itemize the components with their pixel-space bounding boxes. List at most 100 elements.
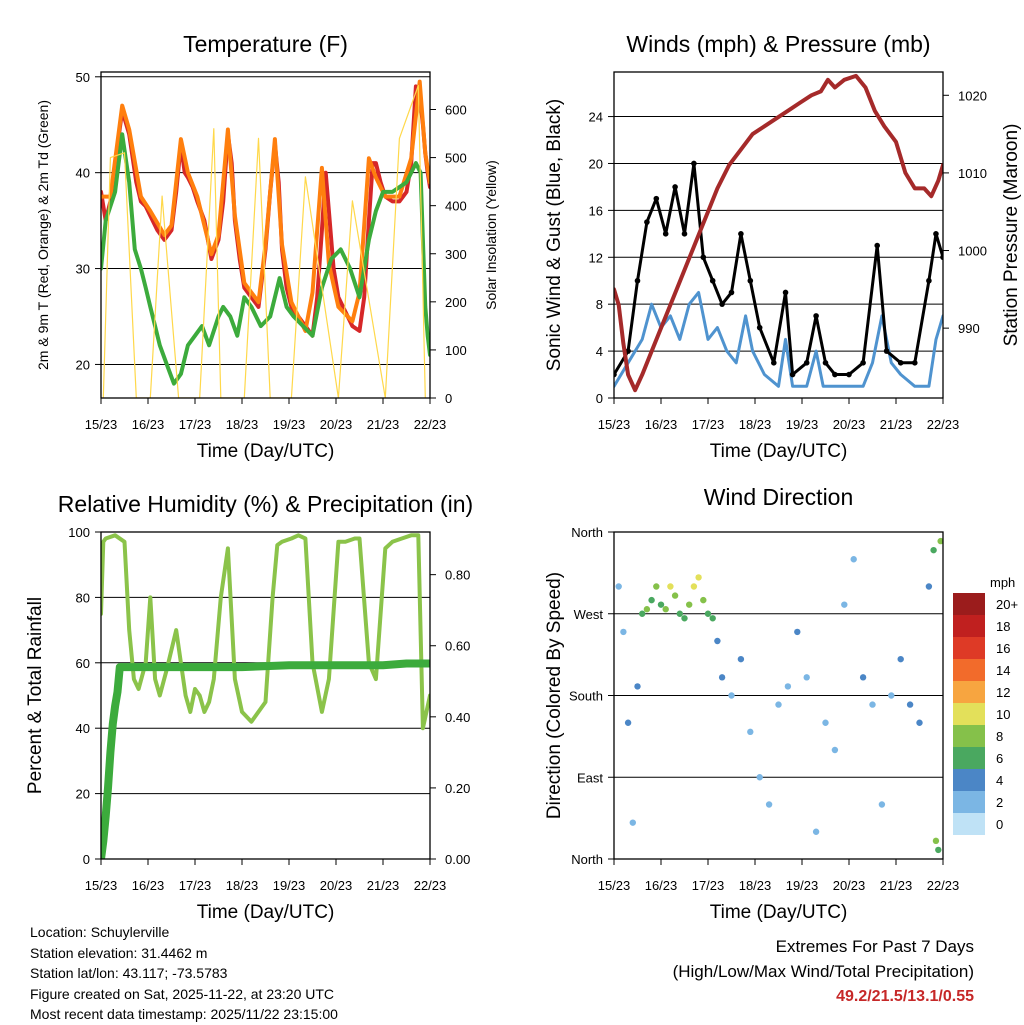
relative-humidity-line: [101, 533, 430, 731]
extremes-subtitle: (High/Low/Max Wind/Total Precipitation): [672, 962, 974, 981]
gust-point: [691, 160, 697, 167]
direction-point: [937, 537, 943, 545]
chart-panel-1: Temperature (F) 15/23 16/23 17/23 18/23 19/23…: [35, 31, 499, 462]
direction-point: [784, 683, 792, 690]
direction-point: [747, 728, 754, 736]
direction-point: [643, 606, 651, 613]
gust-point: [672, 184, 678, 190]
colorbar-label: 2: [996, 795, 1003, 810]
x-tick-label: 17/23: [692, 417, 725, 432]
direction-point: [695, 574, 702, 581]
gust-point: [614, 371, 617, 378]
gust-point: [728, 289, 735, 296]
direction-point: [930, 546, 937, 554]
colorbar-swatch: [953, 813, 985, 835]
plot-frame: [100, 71, 431, 399]
chart-panel-3: Relative Humidity (%) & Precipitation (i…: [25, 491, 473, 922]
gust-point: [832, 371, 838, 378]
direction-point: [700, 596, 707, 604]
chart-title: Wind Direction: [704, 484, 854, 510]
y-tick-label: 20: [76, 357, 90, 372]
direction-point: [850, 556, 857, 563]
direction-point: [822, 719, 829, 726]
y-tick-label: 20: [589, 156, 603, 171]
x-tick-label: 15/23: [598, 878, 631, 893]
9m-t-line: [101, 79, 430, 333]
gust-point: [653, 195, 660, 202]
x-axis-label: Time (Day/UTC): [710, 441, 848, 462]
y2-tick-label: 0.60: [445, 639, 470, 654]
y2-tick-label: 0.40: [445, 710, 470, 725]
direction-point: [624, 719, 632, 726]
direction-point: [935, 846, 942, 854]
direction-point: [629, 819, 636, 826]
gust-point: [803, 360, 810, 366]
series-group: [615, 537, 943, 854]
x-tick-label: 19/23: [786, 417, 819, 432]
gust-point: [926, 277, 932, 284]
x-axis-label: Time (Day/UTC): [197, 441, 335, 462]
x-axis-label: Time (Day/UTC): [197, 902, 335, 922]
figure-created: Figure created on Sat, 2025-11-22, at 23…: [30, 985, 335, 1002]
y2-axis-label: Station Pressure (Maroon): [1001, 124, 1022, 347]
y2-tick-label: 600: [445, 103, 467, 118]
y-tick-label: 0: [596, 391, 603, 406]
y-tick-label: 16: [589, 203, 603, 218]
y-tick-label: South: [569, 689, 603, 704]
x-tick-label: 22/23: [414, 417, 447, 432]
x-tick-label: 21/23: [880, 417, 913, 432]
x-tick-label: 17/23: [179, 417, 212, 432]
y-tick-label: 24: [589, 110, 603, 125]
latest-timestamp: Most recent data timestamp: 2025/11/22 2…: [30, 1006, 338, 1022]
y-tick-label: 20: [76, 787, 90, 802]
direction-point: [634, 683, 641, 690]
direction-point: [714, 637, 721, 645]
direction-point: [888, 692, 895, 699]
station-latlon: Station lat/lon: 43.117; -73.5783: [30, 965, 228, 981]
direction-point: [639, 610, 646, 617]
y-tick-label: 30: [76, 262, 90, 277]
gust-point: [846, 371, 852, 378]
colorbar-unit: mph: [990, 575, 1015, 590]
gust-point: [756, 324, 763, 331]
gust-line: [614, 162, 943, 376]
y-tick-label: 12: [589, 250, 603, 265]
x-tick-label: 20/23: [320, 417, 353, 432]
chart-panel-2: Winds (mph) & Pressure (mb) 15/23 16/23 17/…: [544, 31, 1022, 462]
x-tick-label: 16/23: [132, 878, 165, 893]
y-axis-label: 2m & 9m T (Red, Orange) & 2m Td (Green): [35, 100, 51, 370]
gust-point: [738, 231, 744, 237]
gust-point: [747, 277, 754, 284]
extremes-values: 49.2/21.5/13.1/0.55: [836, 988, 974, 1005]
x-tick-label: 21/23: [880, 878, 913, 893]
gust-point: [662, 231, 669, 237]
chart-title: Winds (mph) & Pressure (mb): [626, 31, 930, 57]
direction-point: [841, 601, 848, 608]
gust-point: [634, 277, 641, 284]
x-tick-label: 18/23: [739, 878, 772, 893]
x-tick-label: 15/23: [85, 878, 118, 893]
direction-point: [615, 583, 622, 590]
gust-point: [813, 313, 819, 319]
y-tick-label: 80: [76, 590, 90, 605]
y2-tick-label: 1000: [958, 244, 987, 259]
colorbar-swatch: [953, 791, 985, 813]
colorbar-swatch: [953, 747, 985, 769]
direction-point: [775, 701, 782, 708]
colorbar-swatch: [953, 637, 985, 659]
y2-tick-label: 0.80: [445, 568, 470, 583]
station-elevation: Station elevation: 31.4462 m: [30, 944, 208, 961]
x-tick-label: 16/23: [645, 878, 678, 893]
direction-point: [704, 610, 712, 617]
direction-point: [709, 615, 716, 622]
y-tick-label: 4: [596, 344, 603, 359]
y-tick-label: 0: [83, 852, 90, 867]
x-tick-label: 21/23: [367, 417, 400, 432]
x-tick-label: 15/23: [85, 417, 118, 432]
x-tick-label: 22/23: [927, 417, 960, 432]
colorbar-label: 20+: [996, 597, 1018, 612]
colorbar-swatch: [953, 615, 985, 637]
colorbar-label: 16: [996, 641, 1010, 656]
colorbar-label: 12: [996, 685, 1010, 700]
y2-tick-label: 1020: [958, 88, 987, 103]
